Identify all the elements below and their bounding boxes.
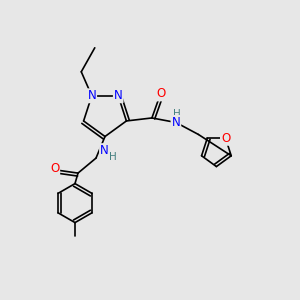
Text: N: N (172, 116, 180, 129)
Text: H: H (172, 109, 180, 119)
Text: H: H (109, 152, 116, 163)
Text: N: N (114, 89, 123, 102)
Text: O: O (156, 88, 166, 100)
Text: O: O (221, 132, 230, 145)
Text: O: O (50, 162, 59, 175)
Text: N: N (100, 144, 109, 157)
Text: N: N (87, 89, 96, 102)
